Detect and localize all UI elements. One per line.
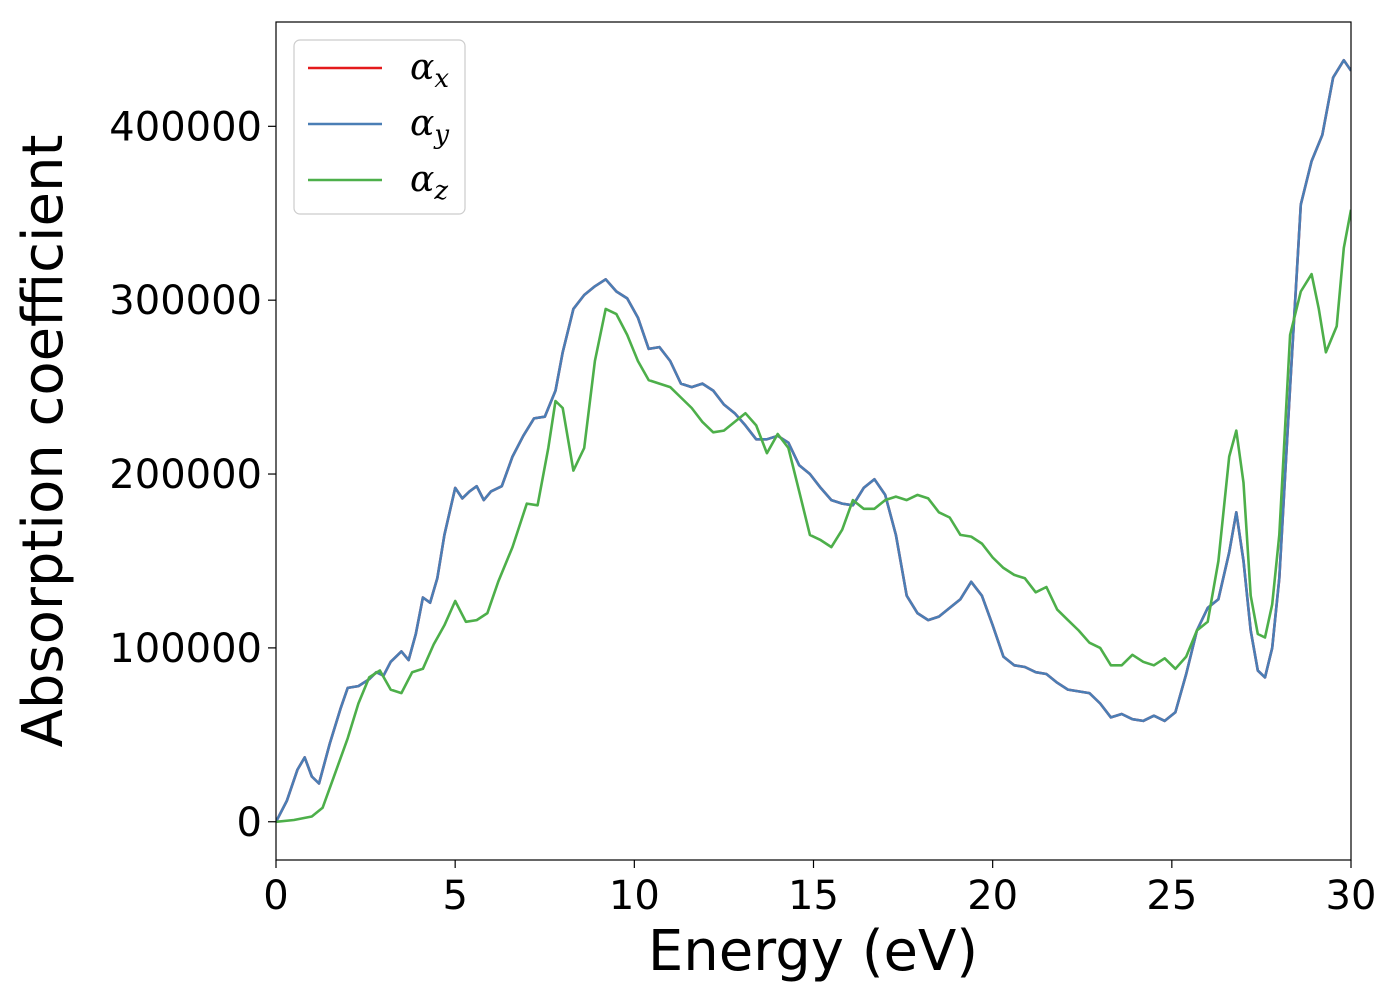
y-axis-ticks: 0 100000 200000 300000 400000 (109, 104, 276, 846)
series-line-z (276, 209, 1351, 824)
legend: αx αy αz (293, 39, 466, 215)
y-tick-label: 0 (237, 800, 262, 846)
legend-label-y: αy (410, 103, 449, 150)
x-tick-label: 25 (1146, 873, 1197, 919)
y-tick-label: 100000 (109, 626, 262, 672)
y-axis-title: Absorption coefficient (11, 135, 76, 748)
y-tick-label: 200000 (109, 452, 262, 498)
y-tick-label: 400000 (109, 104, 262, 150)
x-tick-label: 10 (609, 873, 660, 919)
legend-label-z: αz (410, 159, 448, 206)
x-axis-ticks: 0 5 10 15 20 25 30 (263, 860, 1376, 919)
x-tick-label: 30 (1326, 873, 1377, 919)
x-tick-label: 20 (967, 873, 1018, 919)
legend-box (293, 39, 466, 215)
x-tick-label: 0 (263, 873, 288, 919)
series-line-y (276, 58, 1351, 823)
series-layer (276, 58, 1351, 824)
legend-label-x: αx (410, 47, 449, 94)
x-tick-label: 5 (442, 873, 467, 919)
x-axis-title: Energy (eV) (648, 919, 978, 984)
x-tick-label: 15 (788, 873, 839, 919)
y-tick-label: 300000 (109, 278, 262, 324)
